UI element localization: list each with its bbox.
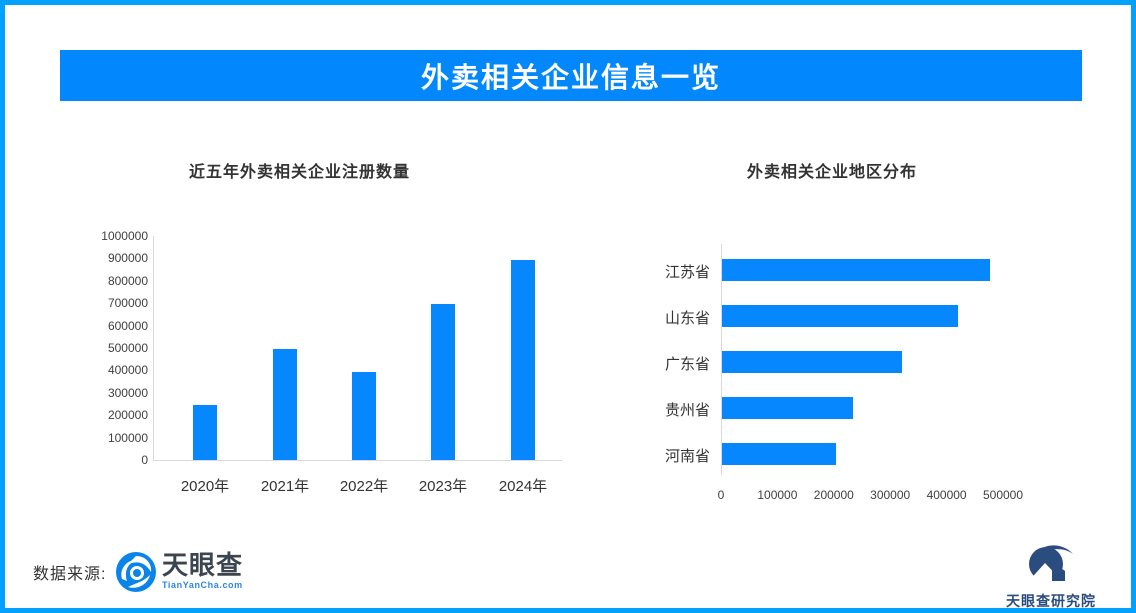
x-axis-tick-label: 100000 bbox=[757, 488, 798, 502]
registration-chart-title: 近五年外卖相关企业注册数量 bbox=[189, 164, 411, 181]
title-banner: 外卖相关企业信息一览 bbox=[60, 50, 1082, 101]
bar-2022年 bbox=[352, 371, 376, 460]
x-axis-tick-label: 0 bbox=[717, 488, 725, 502]
x-axis-tick-label: 500000 bbox=[982, 488, 1024, 502]
x-axis-line bbox=[153, 460, 562, 461]
y-axis-category-label: 河南省 bbox=[664, 448, 710, 465]
institute-name: 天眼查研究院 bbox=[1006, 593, 1096, 609]
y-axis-tick-label: 500000 bbox=[107, 341, 148, 355]
bar-2020年 bbox=[193, 405, 217, 460]
x-axis-category-label: 2022年 bbox=[339, 478, 389, 495]
bar-广东省 bbox=[722, 351, 903, 373]
y-axis-line bbox=[153, 236, 154, 461]
bar-2023年 bbox=[431, 304, 455, 460]
tianyancha-logo: 天眼查 TianYanCha.com bbox=[115, 551, 243, 598]
region-chart-title: 外卖相关企业地区分布 bbox=[747, 164, 918, 181]
tianyancha-wordmark: 天眼查 TianYanCha.com bbox=[162, 551, 243, 590]
x-axis-tick-label: 200000 bbox=[813, 488, 854, 502]
y-axis-tick-label: 900000 bbox=[107, 251, 148, 266]
tianyancha-name: 天眼查 bbox=[162, 550, 244, 580]
bar-江苏省 bbox=[722, 259, 990, 281]
y-axis-tick-label: 400000 bbox=[107, 363, 148, 378]
bar-2021年 bbox=[273, 349, 297, 460]
x-axis-tick-label: 300000 bbox=[870, 488, 911, 502]
bar-河南省 bbox=[722, 443, 836, 465]
y-axis-tick-label: 800000 bbox=[107, 273, 148, 288]
y-axis-tick-label: 700000 bbox=[107, 296, 148, 311]
y-axis-category-label: 山东省 bbox=[664, 310, 710, 327]
y-axis-category-label: 江苏省 bbox=[664, 264, 710, 281]
y-axis-category-label: 贵州省 bbox=[664, 402, 710, 419]
bar-贵州省 bbox=[722, 397, 853, 419]
bar-2024年 bbox=[511, 259, 535, 460]
x-axis-category-label: 2020年 bbox=[180, 478, 230, 495]
x-axis-category-label: 2021年 bbox=[260, 478, 310, 495]
tianyancha-domain: TianYanCha.com bbox=[162, 580, 243, 590]
tianyancha-eye-icon bbox=[115, 551, 157, 598]
y-axis-tick-label: 100000 bbox=[107, 430, 148, 445]
research-institute-logo: 天眼查研究院 bbox=[1003, 541, 1099, 609]
y-axis-tick-label: 1000000 bbox=[101, 229, 148, 243]
y-axis-category-label: 广东省 bbox=[664, 356, 710, 373]
y-axis-line bbox=[721, 244, 722, 475]
institute-mountain-icon bbox=[1026, 545, 1076, 587]
y-axis-tick-label: 300000 bbox=[107, 385, 148, 400]
data-source-label: 数据来源: bbox=[33, 566, 107, 583]
bar-山东省 bbox=[722, 305, 958, 327]
x-axis-tick-label: 400000 bbox=[926, 488, 967, 502]
y-axis-tick-label: 0 bbox=[141, 453, 148, 467]
page-title: 外卖相关企业信息一览 bbox=[420, 61, 721, 93]
y-axis-tick-label: 200000 bbox=[107, 408, 148, 423]
y-axis-tick-label: 600000 bbox=[107, 318, 148, 333]
x-axis-category-label: 2024年 bbox=[498, 478, 548, 495]
x-axis-category-label: 2023年 bbox=[418, 478, 468, 495]
